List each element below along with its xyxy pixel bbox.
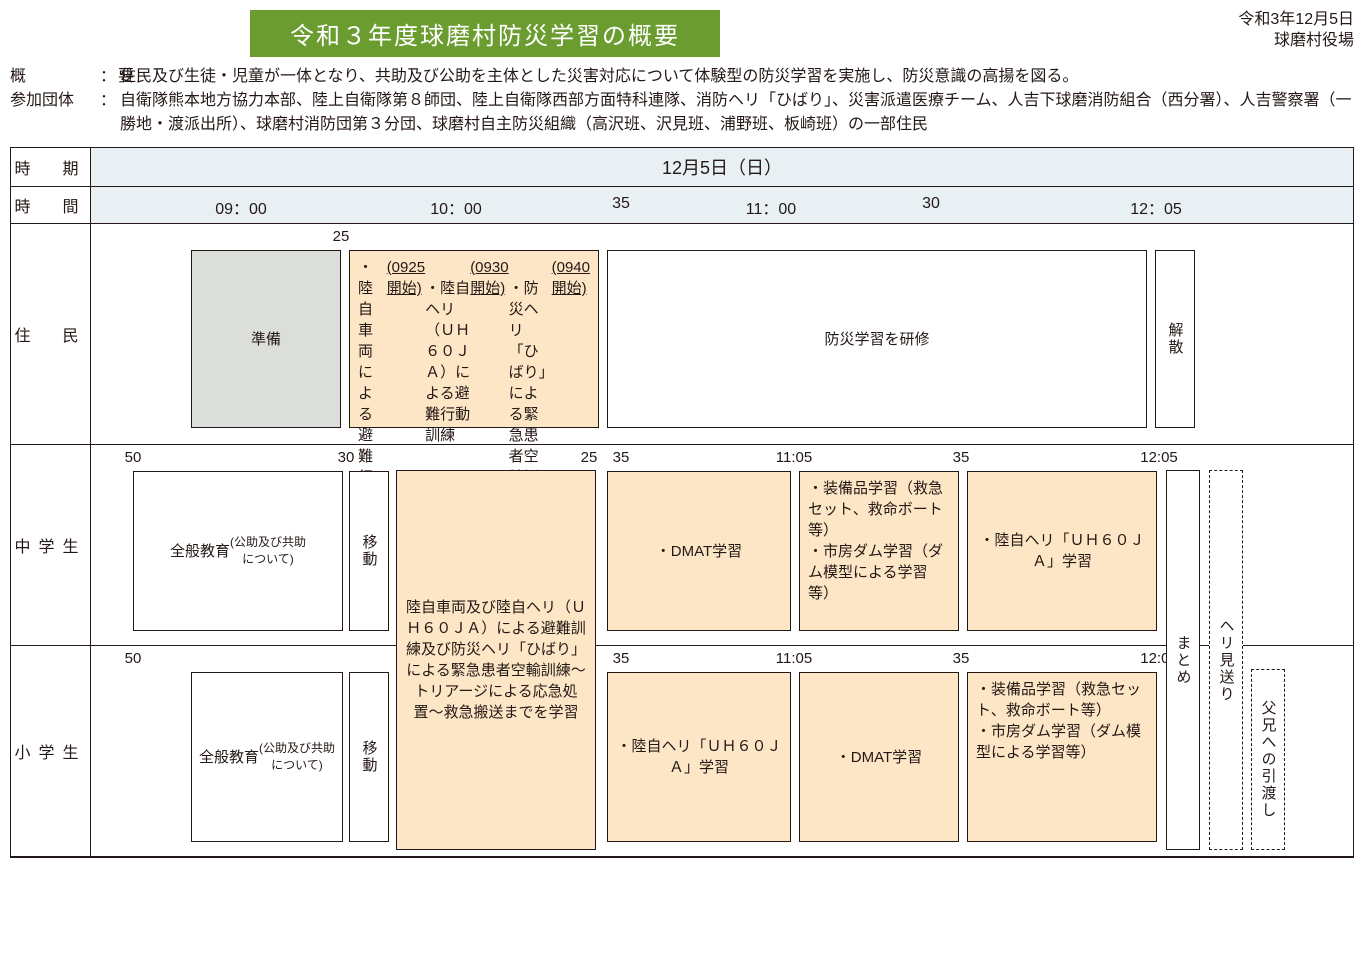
title-banner: 令和３年度球磨村防災学習の概要 (250, 10, 720, 57)
schedule-table: 時 期 12月5日（日） 時 間 09：00 10：00 35 11：00 30 12：0… (10, 147, 1354, 858)
participants-text: 自衛隊熊本地方協力本部、陸上自衛隊第８師団、陸上自衛隊西部方面特科連隊、消防ヘリ… (120, 89, 1354, 137)
overview-text: 住民及び生徒・児童が一体となり、共助及び公助を主体とした災害対応について体験型の… (120, 65, 1354, 89)
schedule-block: ・DMAT学習 (607, 471, 791, 631)
time-tick: 12：05 (1130, 195, 1182, 219)
participants-label: 参加団体 (10, 89, 100, 137)
overview-label: 概 要 (10, 65, 100, 89)
time-sublabel: 12:05 (1140, 650, 1178, 667)
time-tick: 30 (922, 195, 940, 213)
schedule-block: 全般教育(公助及び共助について) (191, 672, 343, 842)
time-sublabel: 35 (613, 650, 630, 667)
schedule-block: 準備 (191, 250, 341, 428)
time-sublabel: 50 (125, 650, 142, 667)
schedule-block: ・DMAT学習 (799, 672, 959, 842)
schedule-block: 移動 (349, 672, 389, 842)
time-tick: 11：00 (746, 195, 796, 219)
header-meta: 令和3年12月5日 球磨村役場 (1238, 10, 1354, 52)
schedule-block: ・陸自ヘリ「ＵＨ６０ＪＡ」学習 (607, 672, 791, 842)
row-label-junior: 中学生 (11, 445, 91, 645)
schedule-block: ・装備品学習（救急セット、救命ボート等）・市房ダム学習（ダム模型による学習等） (799, 471, 959, 631)
schedule-block: 移動 (349, 471, 389, 631)
period-value: 12月5日（日） (91, 148, 1353, 186)
row-junior: 中学生 50 30 25 35 11:05 35 12:05 全般教育(公助及び共助について)… (11, 445, 1353, 646)
schedule-block: 全般教育(公助及び共助について) (133, 471, 343, 631)
period-row: 時 期 12月5日（日） (11, 148, 1353, 187)
row-residents: 住 民 25 準備・陸自車両による避難行動訓練(0925開始)・陸自ヘリ（ＵＨ６０… (11, 224, 1353, 445)
row-elementary: 小学生 50 35 11:05 35 12:05 全般教育(公助及び共助について)移動 ・陸… (11, 646, 1353, 857)
content-elementary: 50 35 11:05 35 12:05 全般教育(公助及び共助について)移動 ・陸自ヘリ「… (91, 646, 1353, 856)
time-sublabel: 25 (581, 449, 598, 466)
schedule-block: ・陸自車両による避難行動訓練(0925開始)・陸自ヘリ（ＵＨ６０ＪＡ）による避難… (349, 250, 599, 428)
time-tick: 09：00 (215, 195, 267, 219)
row-label-elementary: 小学生 (11, 646, 91, 856)
time-sublabel: 30 (338, 449, 355, 466)
time-sublabel: 50 (125, 449, 142, 466)
time-label: 時 間 (11, 187, 91, 223)
schedule-block: ・装備品学習（救急セット、救命ボート等）・市房ダム学習（ダム模型による学習等） (967, 672, 1157, 842)
time-sublabel: 12:05 (1140, 449, 1178, 466)
time-sublabel: 11:05 (776, 449, 812, 466)
time-sublabel: 35 (613, 449, 630, 466)
time-sublabel: 11:05 (776, 650, 812, 667)
time-axis: 09：00 10：00 35 11：00 30 12：05 (91, 187, 1353, 223)
content-residents: 25 準備・陸自車両による避難行動訓練(0925開始)・陸自ヘリ（ＵＨ６０ＪＡ）に… (91, 224, 1353, 444)
meta-block: 概 要 ： 住民及び生徒・児童が一体となり、共助及び公助を主体とした災害対応につ… (10, 65, 1354, 137)
period-label: 時 期 (11, 148, 91, 186)
time-tick: 35 (612, 195, 630, 213)
schedule-block: ・陸自ヘリ「ＵＨ６０ＪＡ」学習 (967, 471, 1157, 631)
header-date: 令和3年12月5日 (1238, 10, 1354, 31)
time-tick: 10：00 (430, 195, 482, 219)
schedule-block: 防災学習を研修 (607, 250, 1147, 428)
time-row: 時 間 09：00 10：00 35 11：00 30 12：05 (11, 187, 1353, 224)
header: 令和３年度球磨村防災学習の概要 令和3年12月5日 球磨村役場 (10, 10, 1354, 57)
time-sublabel: 25 (333, 228, 350, 245)
content-junior: 50 30 25 35 11:05 35 12:05 全般教育(公助及び共助について)移動 ・D… (91, 445, 1353, 645)
header-org: 球磨村役場 (1238, 31, 1354, 52)
schedule-block: 解散 (1155, 250, 1195, 428)
time-sublabel: 35 (953, 449, 970, 466)
row-label-residents: 住 民 (11, 224, 91, 444)
time-sublabel: 35 (953, 650, 970, 667)
